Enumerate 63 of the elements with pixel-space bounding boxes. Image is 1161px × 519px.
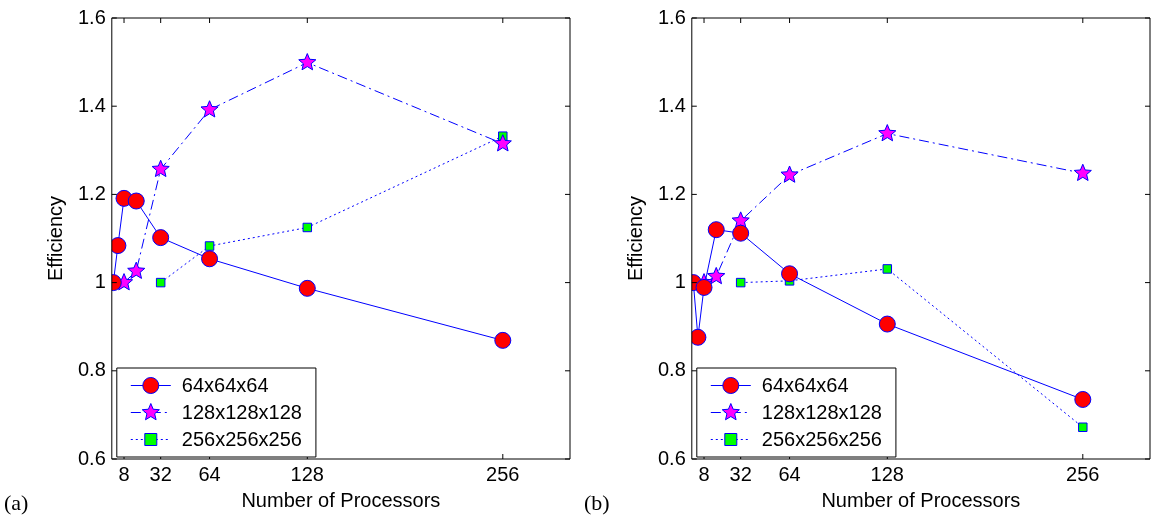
point bbox=[695, 278, 713, 296]
point bbox=[735, 277, 746, 288]
y-tick-label: 1.4 bbox=[657, 93, 686, 116]
point bbox=[1074, 390, 1092, 408]
x-axis-title: Number of Processors bbox=[241, 488, 441, 511]
x-tick-label: 128 bbox=[870, 462, 904, 485]
point bbox=[151, 159, 170, 178]
y-axis-title: Efficiency bbox=[43, 195, 66, 282]
legend-label: 128x128x128 bbox=[761, 401, 882, 424]
point bbox=[780, 165, 799, 183]
point bbox=[707, 221, 725, 239]
x-tick-label: 32 bbox=[149, 462, 172, 485]
point bbox=[302, 222, 313, 233]
point bbox=[882, 264, 893, 274]
point bbox=[781, 265, 799, 283]
y-tick-label: 0.6 bbox=[657, 446, 686, 469]
text: (a) bbox=[4, 489, 29, 515]
y-tick-label: 0.6 bbox=[77, 446, 106, 469]
legend-label: 64x64x64 bbox=[181, 374, 269, 397]
point bbox=[707, 266, 726, 285]
y-tick-label: 1.2 bbox=[657, 181, 686, 204]
legend-label: 64x64x64 bbox=[761, 374, 849, 397]
point bbox=[200, 100, 219, 118]
point bbox=[298, 279, 316, 297]
y-tick-label: 1.4 bbox=[77, 93, 106, 116]
point bbox=[878, 315, 896, 333]
x-tick-label: 64 bbox=[198, 462, 221, 485]
y-tick-label: 1.6 bbox=[657, 5, 686, 28]
point bbox=[1078, 422, 1088, 432]
x-tick-label: 8 bbox=[698, 462, 710, 485]
y-tick-label: 0.8 bbox=[657, 358, 686, 381]
y-tick-label: 1 bbox=[94, 270, 106, 293]
x-tick-label: 128 bbox=[290, 462, 324, 485]
point bbox=[127, 192, 145, 210]
point bbox=[298, 53, 317, 71]
legend-label: 256x256x256 bbox=[761, 428, 882, 451]
legend-label: 256x256x256 bbox=[181, 428, 302, 451]
x-tick-label: 256 bbox=[1066, 462, 1100, 485]
point bbox=[691, 328, 707, 346]
y-tick-label: 1 bbox=[674, 270, 686, 293]
point bbox=[204, 241, 215, 251]
point bbox=[1073, 163, 1092, 182]
point bbox=[878, 124, 897, 142]
point bbox=[493, 134, 512, 152]
point bbox=[127, 261, 146, 279]
x-axis-title: Number of Processors bbox=[821, 488, 1021, 511]
point bbox=[152, 229, 170, 247]
legend-label: 128x128x128 bbox=[181, 401, 302, 424]
y-axis-title: Efficiency bbox=[623, 195, 646, 282]
point bbox=[111, 237, 127, 255]
x-tick-label: 8 bbox=[118, 462, 130, 485]
point bbox=[731, 211, 750, 229]
point bbox=[155, 277, 166, 288]
point bbox=[732, 224, 750, 242]
x-tick-label: 32 bbox=[729, 462, 752, 485]
x-tick-label: 64 bbox=[778, 462, 801, 485]
y-tick-label: 1.2 bbox=[77, 181, 106, 204]
y-tick-label: 0.8 bbox=[77, 358, 106, 381]
text: (b) bbox=[584, 489, 610, 515]
x-tick-label: 256 bbox=[486, 462, 520, 485]
point bbox=[494, 331, 512, 349]
point bbox=[201, 250, 219, 268]
y-tick-label: 1.6 bbox=[77, 5, 106, 28]
